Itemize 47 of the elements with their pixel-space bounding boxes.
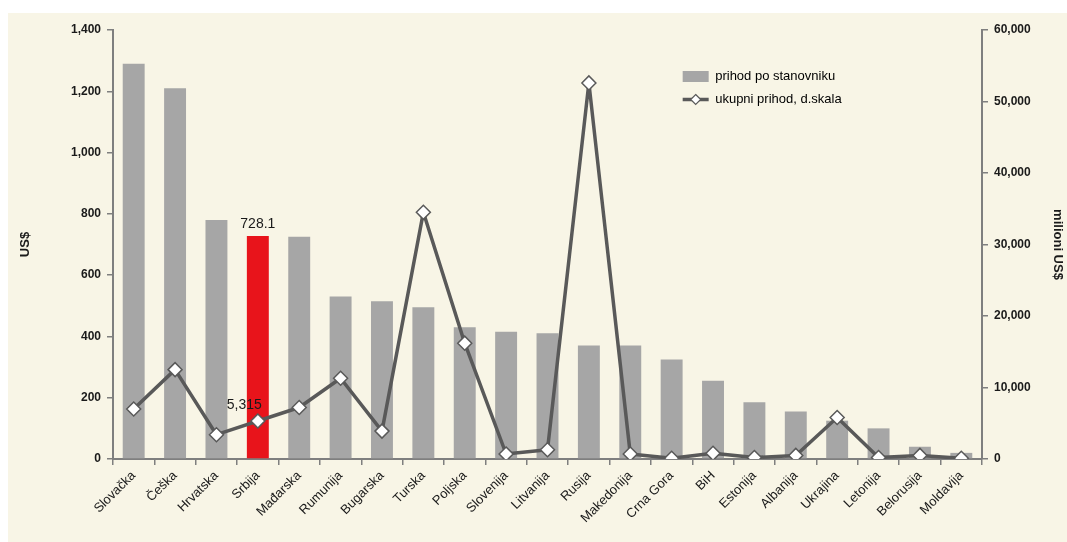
y-tick-label: 400	[80, 328, 102, 343]
bar	[660, 359, 683, 459]
y-tick-label: 1,000	[70, 144, 102, 159]
point	[415, 204, 432, 221]
bar	[205, 219, 228, 459]
y-tick-label: 1,400	[70, 22, 102, 37]
bar	[122, 63, 145, 459]
y2-tick-label: 60,000	[994, 22, 1032, 37]
bar	[164, 88, 187, 459]
bar	[288, 236, 311, 459]
point	[456, 335, 473, 351]
y-tick-label: 1,200	[70, 83, 102, 98]
data-label: 728.1	[240, 214, 276, 231]
y2-tick-label: 10,000	[994, 379, 1032, 394]
bar	[412, 307, 435, 459]
y2-tick-label: 50,000	[994, 93, 1032, 108]
y2-tick-label: 20,000	[994, 308, 1032, 323]
legend-label: prihod po stanovniku	[715, 68, 836, 84]
bar	[495, 331, 518, 459]
y-tick-label: 200	[80, 390, 102, 405]
point	[581, 75, 597, 91]
point	[291, 399, 307, 416]
point	[374, 423, 390, 439]
point	[208, 426, 225, 443]
point	[829, 409, 845, 426]
point	[539, 441, 556, 458]
y2-tick-label: 30,000	[994, 236, 1032, 251]
point	[125, 401, 142, 417]
y-tick-label: 800	[80, 206, 102, 221]
point	[622, 446, 639, 459]
y2-tick-label: 0	[994, 451, 1001, 466]
bar	[329, 296, 352, 459]
point	[167, 361, 183, 378]
y2-tick-label: 40,000	[994, 165, 1032, 180]
y-tick-label: 0	[94, 451, 102, 466]
y-tick-label: 600	[80, 267, 102, 282]
point	[332, 370, 349, 386]
bar	[453, 327, 476, 459]
y2-axis-title: milioni US$	[1050, 209, 1066, 281]
point	[250, 413, 266, 429]
point	[498, 446, 514, 459]
bar	[577, 345, 600, 459]
x-tick-label: BiH	[692, 467, 718, 493]
bar	[702, 380, 724, 459]
point	[705, 445, 721, 459]
legend-label: ukupni prihod, d.skala	[715, 91, 843, 107]
y-axis-title: US$	[17, 231, 33, 258]
